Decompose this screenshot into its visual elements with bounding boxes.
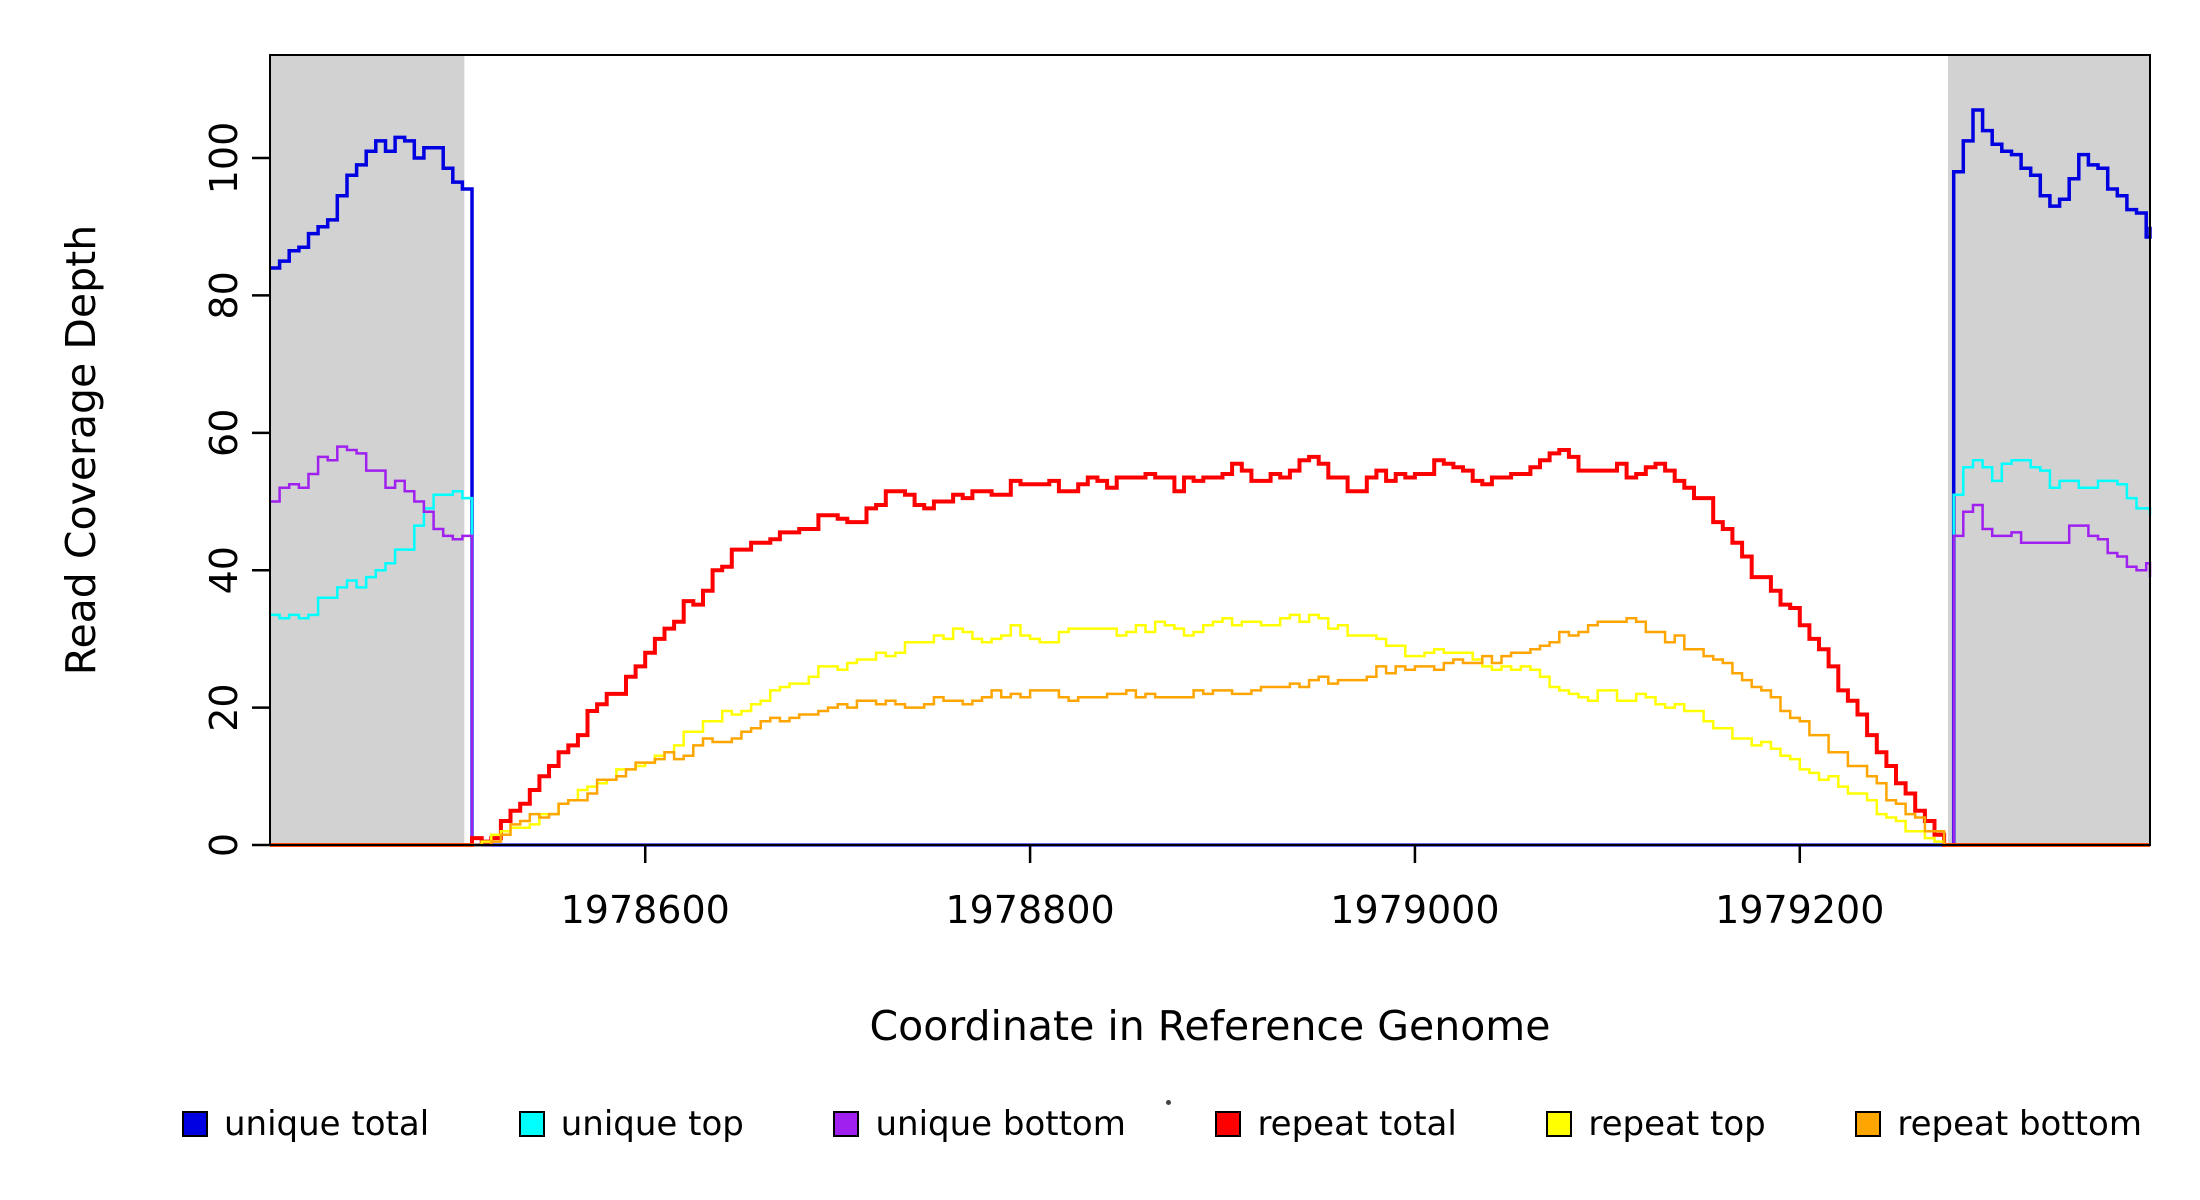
x-tick-label: 1978600 <box>561 888 730 932</box>
x-tick-label: 1979200 <box>1715 888 1884 932</box>
legend-item-unique-bottom: unique bottom <box>833 1104 1126 1144</box>
x-axis-title: Coordinate in Reference Genome <box>870 1002 1551 1050</box>
legend-label-unique-total: unique total <box>224 1104 430 1144</box>
series-unique-top <box>270 459 2152 847</box>
stray-mark <box>1166 1100 1171 1105</box>
shaded-region <box>1947 55 2150 845</box>
y-tick-label: 40 <box>202 546 246 594</box>
legend-label-unique-top: unique top <box>560 1104 744 1144</box>
chart-layers: 1978600 1978800 1979000 1979200 0 20 40 60 80 100 <box>202 54 2152 932</box>
series-repeat-total <box>270 448 2150 847</box>
legend-label-repeat-bottom: repeat bottom <box>1897 1104 2142 1144</box>
legend-label-repeat-top: repeat top <box>1588 1104 1766 1144</box>
y-tick-label: 20 <box>202 683 246 731</box>
legend: unique total unique top unique bottom repea… <box>0 1104 2200 1144</box>
legend-item-repeat-total: repeat total <box>1215 1104 1457 1144</box>
y-axis-title: Read Coverage Depth <box>57 225 105 675</box>
plot-border <box>269 54 2151 846</box>
y-tick-label: 80 <box>202 271 246 319</box>
repeat-total-swatch-icon <box>1215 1111 1242 1137</box>
legend-item-unique-top: unique top <box>518 1104 744 1144</box>
x-tick-label: 1979000 <box>1330 888 1499 932</box>
repeat-top-swatch-icon <box>1546 1111 1573 1137</box>
series-repeat-bottom <box>270 617 2150 847</box>
legend-label-unique-bottom: unique bottom <box>875 1104 1126 1144</box>
repeat-bottom-swatch-icon <box>1855 1111 1882 1137</box>
series-repeat-top <box>270 613 2150 847</box>
shaded-region <box>270 55 465 845</box>
series-unique-bottom <box>270 445 2152 847</box>
coverage-chart: 1978600 1978800 1979000 1979200 0 20 40 60 80 100… <box>57 54 2152 1050</box>
legend-item-repeat-top: repeat top <box>1546 1104 1766 1144</box>
legend-label-repeat-total: repeat total <box>1257 1104 1457 1144</box>
unique-top-swatch-icon <box>518 1111 545 1137</box>
unique-bottom-swatch-icon <box>833 1111 860 1137</box>
y-tick-label: 0 <box>202 833 246 857</box>
unique-total-swatch-icon <box>182 1111 208 1137</box>
legend-item-repeat-bottom: repeat bottom <box>1855 1104 2142 1144</box>
y-tick-label: 100 <box>202 122 246 195</box>
x-tick-label: 1978800 <box>945 888 1114 932</box>
legend-item-unique-total: unique total <box>182 1104 429 1144</box>
y-tick-label: 60 <box>202 409 246 457</box>
